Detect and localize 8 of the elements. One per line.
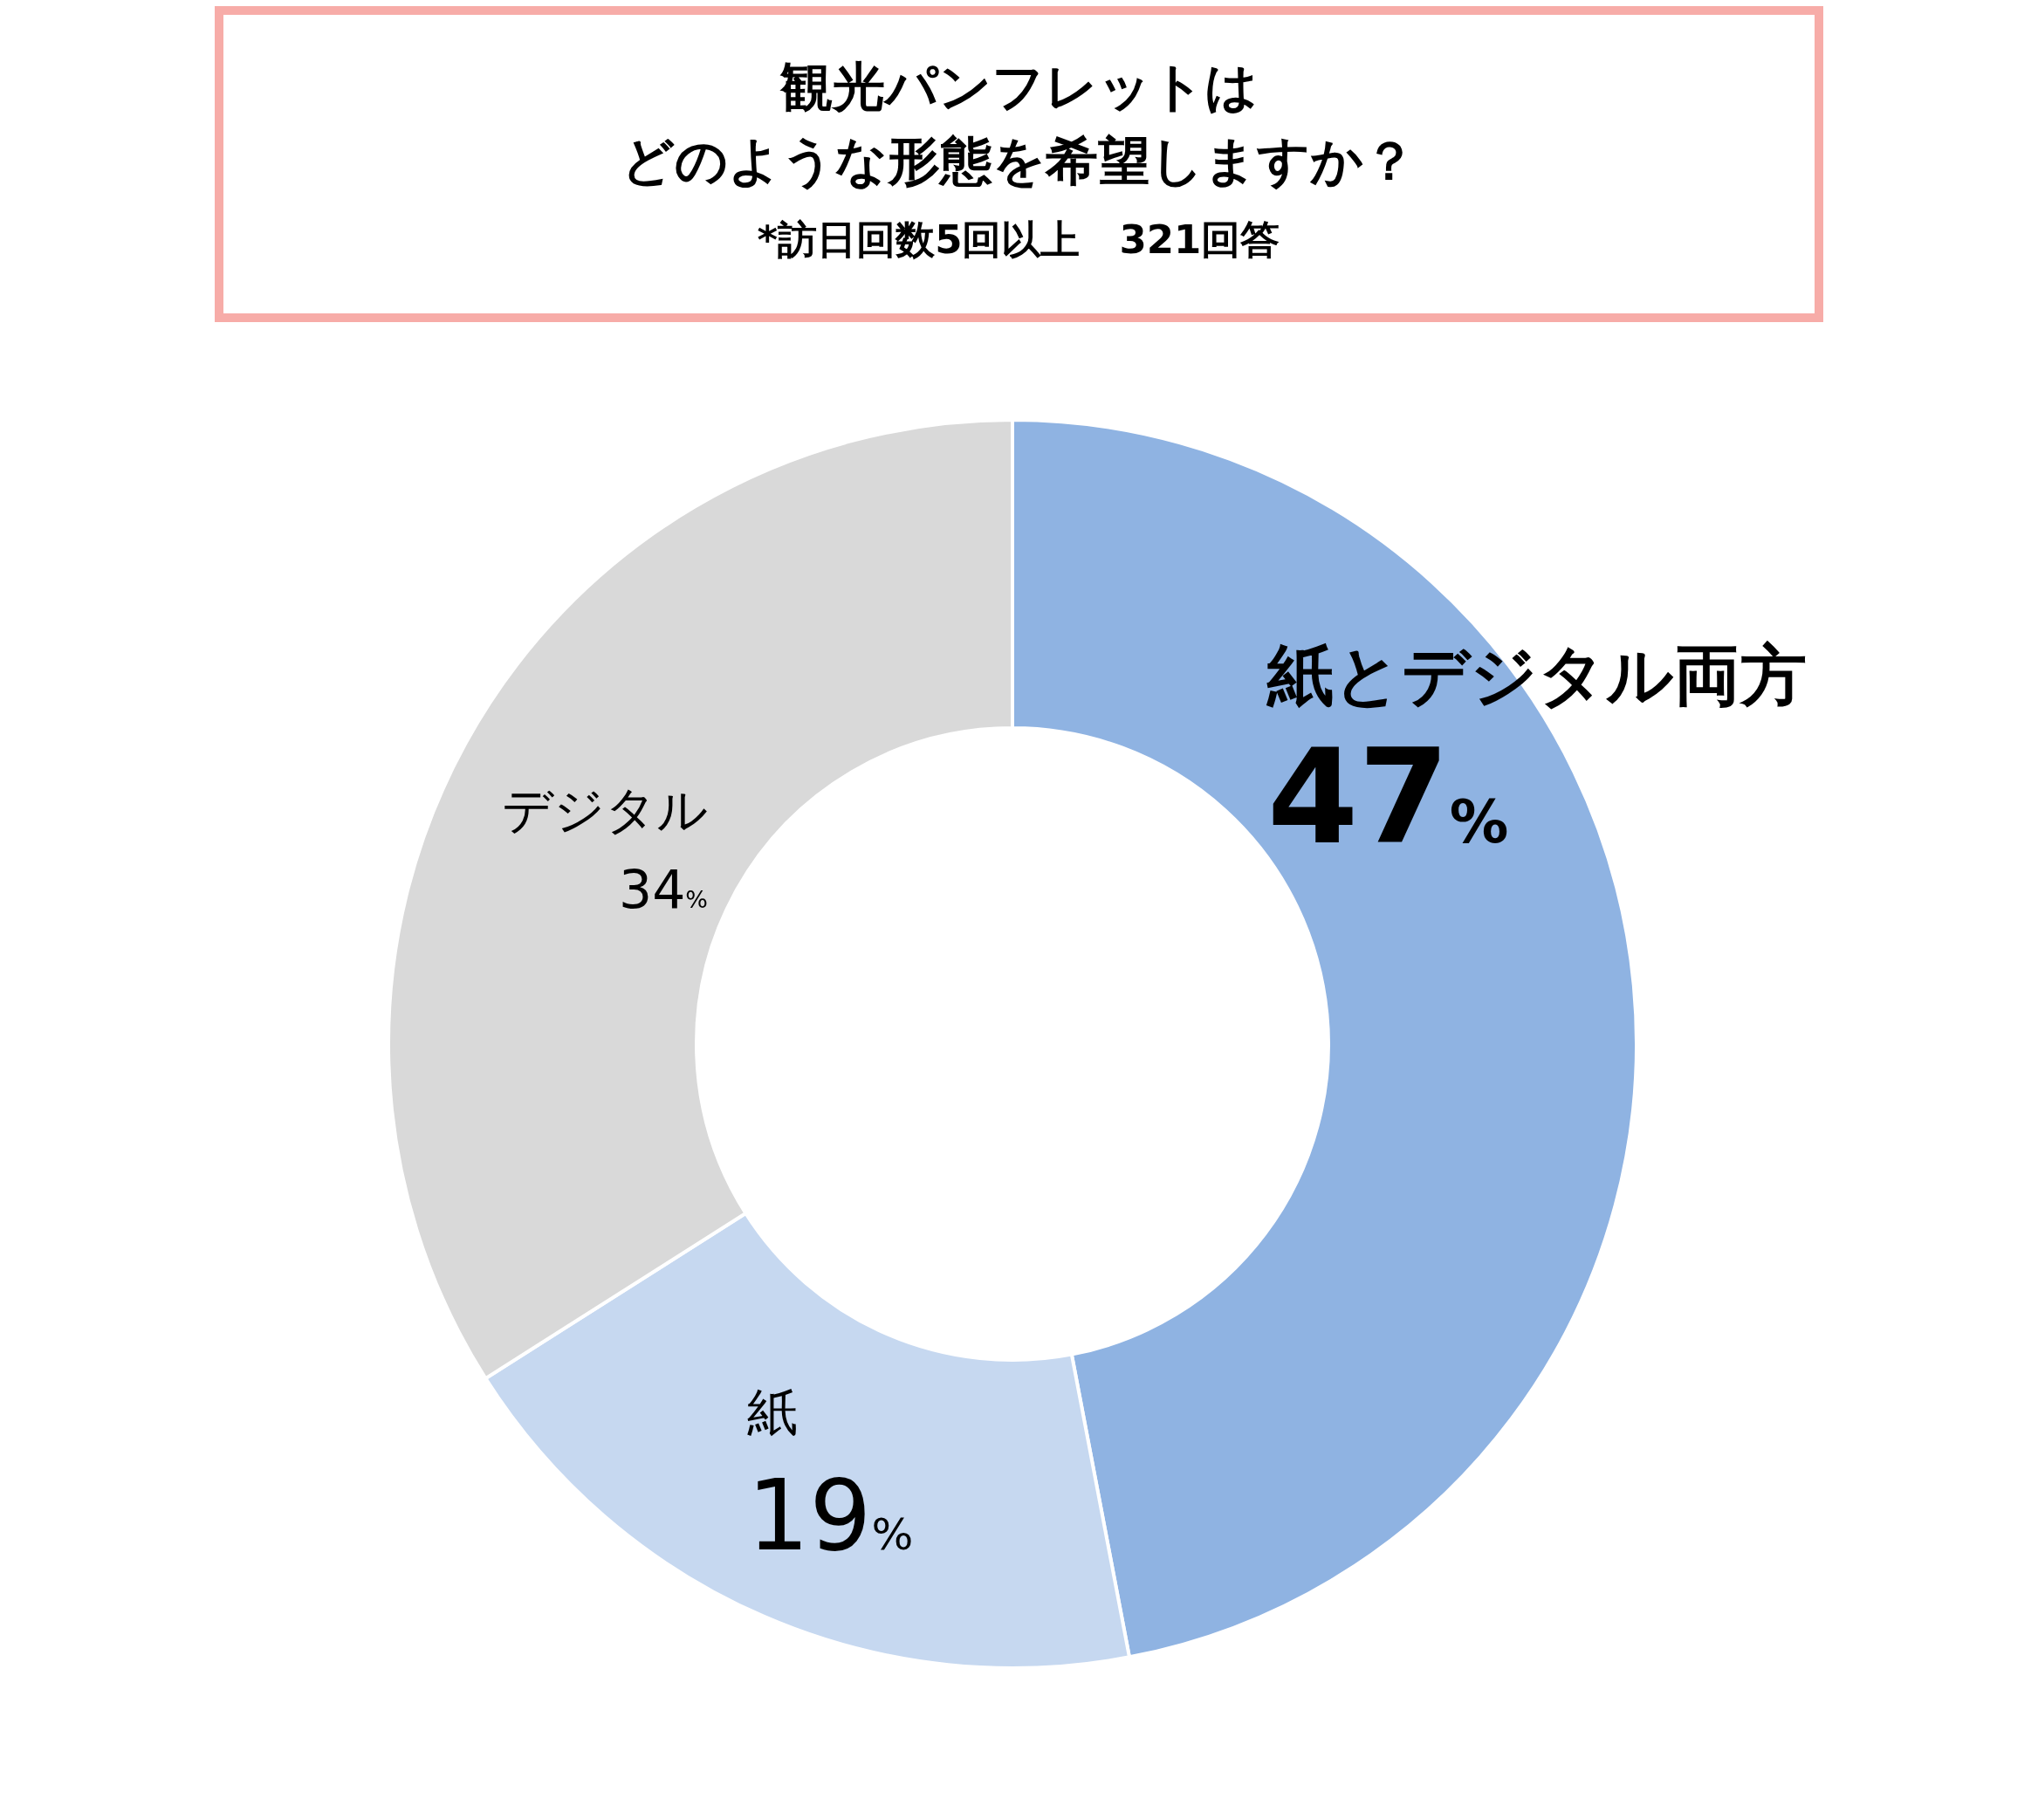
chart-title: 観光パンフレットはどのような形態を希望しますか？	[621, 56, 1416, 191]
data-label: 47%	[1267, 721, 1509, 873]
chart-subtitle: *訪日回数5回以上 321回答	[757, 216, 1280, 263]
data-label: 19%	[747, 1459, 914, 1572]
slice-label: 紙	[747, 1383, 798, 1442]
data-label: 34%	[618, 859, 708, 920]
slice-label: デジタル	[502, 780, 708, 840]
slice-label: 紙とデジタル両方	[1266, 636, 1807, 714]
